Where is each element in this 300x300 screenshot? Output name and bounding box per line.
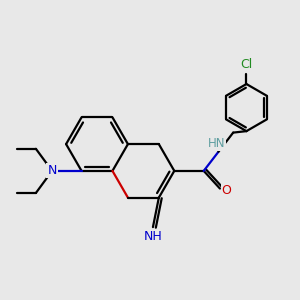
Text: N: N — [47, 164, 57, 177]
Text: O: O — [221, 184, 231, 196]
Text: HN: HN — [208, 137, 226, 150]
Text: NH: NH — [144, 230, 162, 243]
Text: Cl: Cl — [240, 58, 253, 71]
